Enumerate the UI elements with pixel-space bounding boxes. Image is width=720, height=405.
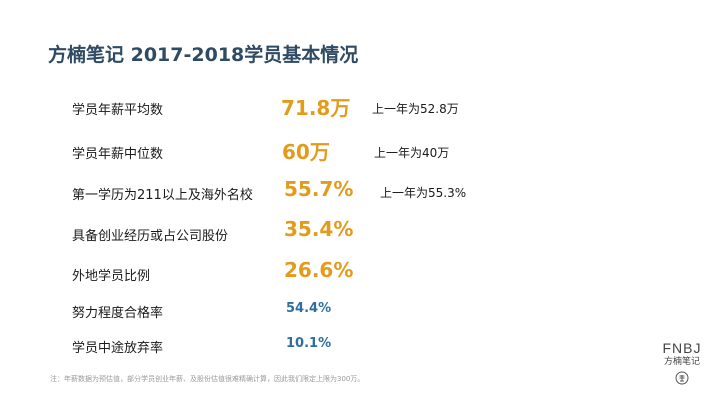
- stat-label: 学员中途放弃率: [72, 341, 164, 356]
- stat-value: 54.4%: [286, 301, 332, 316]
- stat-previous: 上一年为55.3%: [380, 186, 467, 200]
- stat-value: 55.7%: [284, 177, 354, 201]
- stat-row: 学员年薪中位数 60万 上一年为40万: [0, 136, 720, 166]
- stat-previous: 上一年为52.8万: [372, 102, 459, 116]
- stat-label: 第一学历为211以上及海外名校: [72, 188, 253, 203]
- stat-previous: 上一年为40万: [374, 146, 450, 160]
- stat-row: 第一学历为211以上及海外名校 55.7% 上一年为55.3%: [0, 176, 720, 206]
- stat-label: 学员年薪中位数: [72, 147, 164, 162]
- brand-logo: FNBJ 方楠笔记: [652, 340, 712, 392]
- logo-name-text: 方楠笔记: [663, 357, 700, 367]
- seal-icon: [675, 371, 689, 385]
- stat-row: 努力程度合格率 54.4%: [0, 298, 720, 328]
- stat-value: 26.6%: [284, 258, 354, 282]
- logo-brand-text: FNBJ: [662, 340, 702, 356]
- stat-label: 外地学员比例: [72, 269, 151, 284]
- stat-row: 具备创业经历或占公司股份 35.4%: [0, 216, 720, 246]
- page-title: 方楠笔记 2017-2018学员基本情况: [48, 44, 359, 66]
- stat-value: 10.1%: [286, 336, 332, 351]
- stat-label: 学员年薪平均数: [72, 103, 164, 118]
- stat-row: 学员年薪平均数 71.8万 上一年为52.8万: [0, 92, 720, 122]
- footnote: 注：年薪数据为预估值，部分学员创业年薪、及股份估值很难精确计算，因此我们限定上限…: [50, 375, 365, 383]
- stat-row: 外地学员比例 26.6%: [0, 258, 720, 288]
- stat-row: 学员中途放弃率 10.1%: [0, 333, 720, 363]
- stat-value: 60万: [282, 140, 330, 164]
- stat-label: 具备创业经历或占公司股份: [72, 229, 229, 244]
- stat-value: 71.8万: [281, 96, 351, 120]
- stat-label: 努力程度合格率: [72, 306, 164, 321]
- stat-value: 35.4%: [284, 217, 354, 241]
